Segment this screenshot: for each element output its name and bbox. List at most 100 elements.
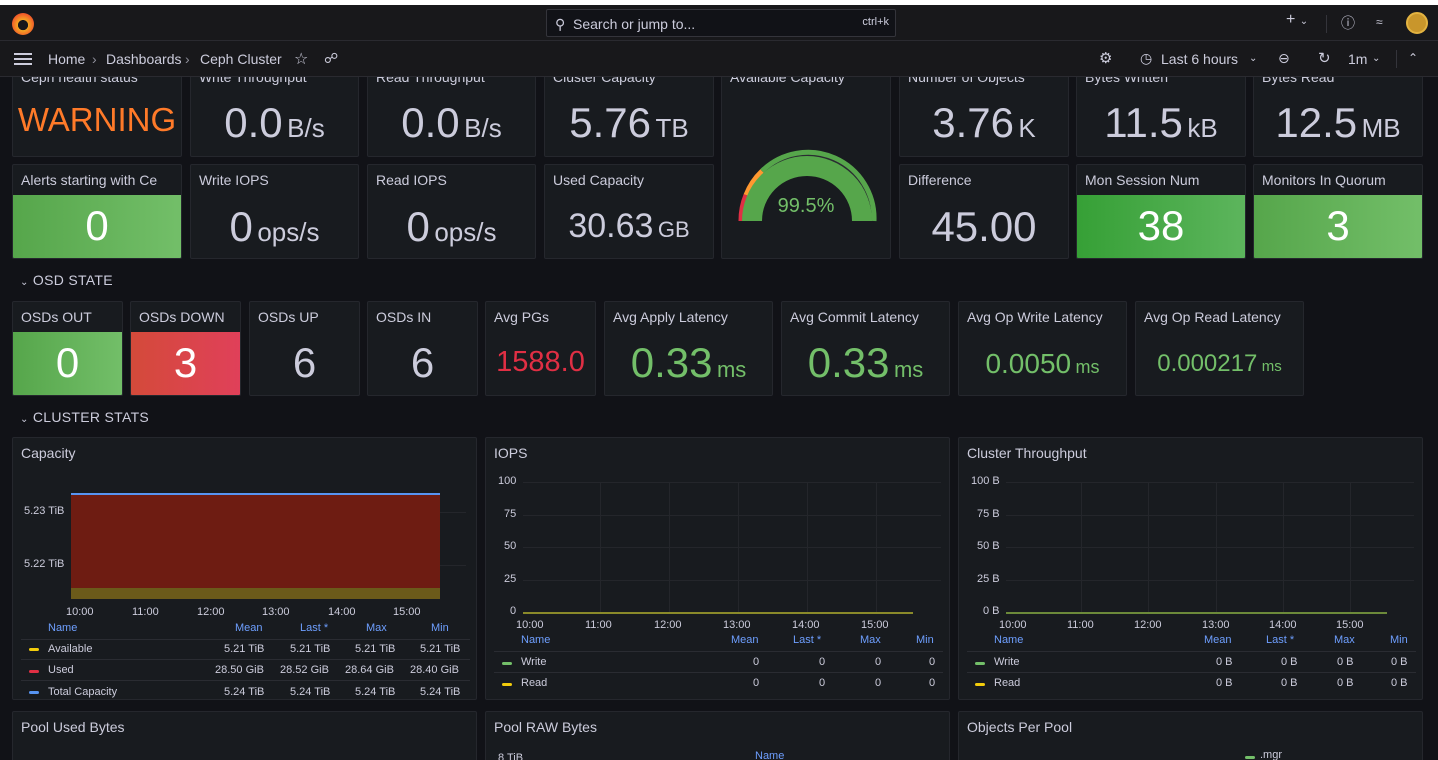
panel-avg-op-read-latency[interactable]: Avg Op Read Latency 0.000217 ms bbox=[1135, 301, 1304, 396]
legend-series-name[interactable]: Write bbox=[994, 656, 1020, 668]
legend-header-max[interactable]: Max bbox=[1334, 634, 1355, 646]
stat-value: 0 ops/s bbox=[229, 203, 320, 250]
x-tick: 12:00 bbox=[1134, 619, 1162, 631]
star-icon[interactable]: ☆ bbox=[294, 51, 309, 68]
panel-title: OSDs OUT bbox=[21, 309, 92, 325]
menu-icon[interactable] bbox=[14, 53, 32, 65]
legend-series-name[interactable]: Write bbox=[521, 656, 547, 668]
legend-series-name[interactable]: Used bbox=[48, 664, 74, 676]
panel-difference[interactable]: Difference 45.00 bbox=[899, 164, 1069, 259]
panel-iops[interactable]: IOPS 100 75 50 25 0 10:00 11:00 12:00 13… bbox=[485, 437, 950, 700]
panel-pool-used-bytes[interactable]: Pool Used Bytes bbox=[12, 711, 477, 760]
breadcrumb-dashboards[interactable]: Dashboards bbox=[106, 51, 182, 67]
legend-series-name[interactable]: Total Capacity bbox=[48, 686, 118, 698]
y-tick: 50 bbox=[504, 540, 517, 552]
legend-value: 5.24 TiB bbox=[224, 686, 265, 698]
panel-write-throughput[interactable]: Write Throughput 0.0 B/s bbox=[190, 70, 359, 157]
settings-icon[interactable]: ⚙ bbox=[1099, 50, 1113, 67]
avatar[interactable] bbox=[1406, 12, 1428, 34]
panel-health-status[interactable]: Ceph health status WARNING bbox=[12, 70, 182, 157]
legend-value: 0 B bbox=[1281, 656, 1298, 668]
panel-cluster-throughput[interactable]: Cluster Throughput 100 B 75 B 50 B 25 B … bbox=[958, 437, 1423, 700]
panel-avg-op-write-latency[interactable]: Avg Op Write Latency 0.0050 ms bbox=[958, 301, 1127, 396]
x-tick: 13:00 bbox=[262, 606, 290, 618]
row-cluster-stats[interactable]: ⌄ CLUSTER STATS bbox=[20, 409, 150, 425]
legend-header-name[interactable]: Name bbox=[48, 622, 78, 634]
panel-title: OSDs IN bbox=[376, 309, 432, 325]
legend-header-last[interactable]: Last * bbox=[793, 634, 822, 646]
y-tick: 0 bbox=[510, 605, 517, 617]
panel-number-of-objects[interactable]: Number of Objects 3.76 K bbox=[899, 70, 1069, 157]
legend-color-swatch bbox=[29, 670, 39, 673]
legend-header-min[interactable]: Min bbox=[431, 622, 449, 634]
panel-avg-apply-latency[interactable]: Avg Apply Latency 0.33 ms bbox=[604, 301, 773, 396]
panel-avg-pgs[interactable]: Avg PGs 1588.0 bbox=[485, 301, 596, 396]
legend-header-mean[interactable]: Mean bbox=[731, 634, 759, 646]
panel-capacity[interactable]: Capacity 5.23 TiB 5.22 TiB 10:00 11:00 1… bbox=[12, 437, 477, 700]
legend-header-max[interactable]: Max bbox=[860, 634, 881, 646]
panel-read-iops[interactable]: Read IOPS 0 ops/s bbox=[367, 164, 536, 259]
panel-monitors-in-quorum[interactable]: Monitors In Quorum 3 bbox=[1253, 164, 1423, 259]
zoom-out-icon[interactable]: ⊖ bbox=[1278, 50, 1290, 66]
breadcrumb-separator-icon: › bbox=[185, 51, 190, 67]
panel-bytes-read[interactable]: Bytes Read 12.5 MB bbox=[1253, 70, 1423, 157]
chevron-down-icon[interactable]: ⌄ bbox=[1372, 53, 1381, 64]
panel-cluster-capacity[interactable]: Cluster Capacity 5.76 TB bbox=[544, 70, 714, 157]
panel-osds-down[interactable]: OSDs DOWN 3 bbox=[130, 301, 241, 396]
legend-header-max[interactable]: Max bbox=[366, 622, 387, 634]
legend-value: 5.21 TiB bbox=[355, 643, 396, 655]
legend-header-name[interactable]: Name bbox=[521, 634, 551, 646]
refresh-interval-picker[interactable]: 1m bbox=[1348, 51, 1368, 67]
panel-objects-per-pool[interactable]: Objects Per Pool .mgr bbox=[958, 711, 1423, 760]
legend-header-last[interactable]: Last * bbox=[1266, 634, 1295, 646]
help-icon[interactable]: ⓘ bbox=[1341, 15, 1355, 31]
legend-value: 28.50 GiB bbox=[215, 664, 264, 676]
rss-icon[interactable]: ≈ bbox=[1376, 15, 1383, 29]
y-tick: 0 B bbox=[983, 605, 1000, 617]
panel-bytes-written[interactable]: Bytes Written 11.5 kB bbox=[1076, 70, 1246, 157]
legend-divider bbox=[21, 659, 470, 660]
legend-header-name[interactable]: Name bbox=[755, 750, 785, 760]
legend-header-last[interactable]: Last * bbox=[300, 622, 329, 634]
grid-line bbox=[523, 482, 941, 483]
stat-background bbox=[13, 332, 122, 395]
time-range-picker[interactable]: Last 6 hours bbox=[1161, 51, 1239, 67]
legend-series-name[interactable]: Read bbox=[994, 677, 1021, 689]
refresh-icon[interactable]: ↻ bbox=[1318, 50, 1331, 67]
panel-osds-up[interactable]: OSDs UP 6 bbox=[249, 301, 360, 396]
legend-header-mean[interactable]: Mean bbox=[235, 622, 263, 634]
grid-line bbox=[1081, 482, 1082, 613]
legend-header-mean[interactable]: Mean bbox=[1204, 634, 1232, 646]
legend-header-name[interactable]: Name bbox=[994, 634, 1024, 646]
search-input[interactable]: ⚲ Search or jump to... ctrl+k bbox=[546, 9, 896, 37]
row-osd-state[interactable]: ⌄ OSD STATE bbox=[20, 272, 113, 288]
legend-series-name[interactable]: Available bbox=[48, 643, 93, 655]
share-icon[interactable]: ☍ bbox=[324, 50, 339, 66]
breadcrumb-home[interactable]: Home bbox=[48, 51, 86, 67]
stat-value: 3.76 K bbox=[932, 99, 1036, 146]
grafana-logo-icon[interactable] bbox=[12, 13, 34, 35]
legend-series-name[interactable]: Read bbox=[521, 677, 548, 689]
panel-read-throughput[interactable]: Read Throughput 0.0 B/s bbox=[367, 70, 536, 157]
panel-osds-out[interactable]: OSDs OUT 0 bbox=[12, 301, 123, 396]
stat-value: 1588.0 bbox=[496, 346, 585, 378]
legend-value: 5.21 TiB bbox=[290, 643, 331, 655]
panel-avg-commit-latency[interactable]: Avg Commit Latency 0.33 ms bbox=[781, 301, 950, 396]
panel-osds-in[interactable]: OSDs IN 6 bbox=[367, 301, 478, 396]
panel-alerts[interactable]: Alerts starting with Ce 0 bbox=[12, 164, 182, 259]
stat-value: 30.63 GB bbox=[568, 207, 690, 245]
legend-header-min[interactable]: Min bbox=[916, 634, 934, 646]
chevron-down-icon[interactable]: ⌄ bbox=[1249, 53, 1258, 64]
legend-value: 0 B bbox=[1337, 656, 1354, 668]
legend-series-name[interactable]: .mgr bbox=[1260, 749, 1282, 760]
panel-mon-session-num[interactable]: Mon Session Num 38 bbox=[1076, 164, 1246, 259]
legend-value: 5.21 TiB bbox=[420, 643, 461, 655]
panel-pool-raw-bytes[interactable]: Pool RAW Bytes 8 TiB Name bbox=[485, 711, 950, 760]
panel-available-capacity[interactable]: Available Capacity 99.5% bbox=[721, 70, 891, 259]
add-button[interactable]: + ⌄ bbox=[1286, 11, 1309, 28]
legend-header-min[interactable]: Min bbox=[1390, 634, 1408, 646]
panel-used-capacity[interactable]: Used Capacity 30.63 GB bbox=[544, 164, 714, 259]
panel-write-iops[interactable]: Write IOPS 0 ops/s bbox=[190, 164, 359, 259]
collapse-icon[interactable]: ⌃ bbox=[1408, 51, 1419, 65]
search-shortcut: ctrl+k bbox=[862, 16, 889, 28]
